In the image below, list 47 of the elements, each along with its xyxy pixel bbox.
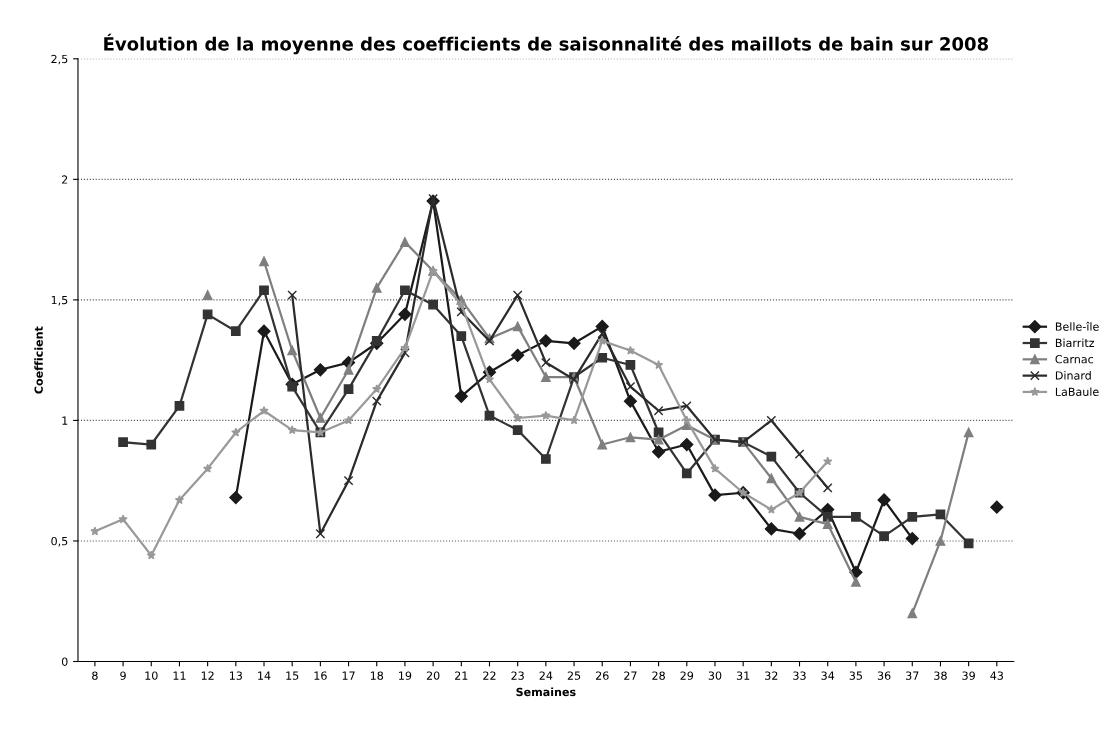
chart-title: Évolution de la moyenne des coefficients de saisonnalité des maillots de bain sur 2008 [104, 33, 989, 55]
x-axis-title: Semaines [516, 687, 576, 697]
x-tick-label: 9 [120, 671, 126, 680]
y-tick-label: 2 [62, 175, 68, 184]
x-tick-label: 12 [201, 671, 214, 680]
x-tick-label: 31 [736, 671, 750, 680]
x-tick-label: 39 [962, 671, 975, 680]
x-tick-label: 19 [399, 671, 412, 680]
x-tick-label: 23 [511, 671, 524, 680]
y-tick-label: 1,5 [51, 296, 68, 306]
legend-label: Belle-île [1055, 321, 1099, 331]
x-tick-label: 18 [370, 671, 384, 680]
y-tick-label: 2,5 [51, 54, 68, 65]
x-tick-label: 34 [821, 671, 835, 680]
x-tick-label: 29 [680, 671, 694, 680]
x-tick-label: 33 [793, 671, 806, 680]
x-tick-label: 8 [92, 671, 98, 680]
x-tick-label: 37 [906, 671, 919, 680]
x-tick-label: 28 [652, 671, 665, 680]
x-tick-label: 21 [455, 671, 468, 680]
x-tick-label: 14 [258, 671, 271, 680]
y-tick-label: 0 [61, 657, 68, 666]
x-tick-label: 43 [990, 671, 1004, 680]
x-tick-label: 26 [595, 671, 609, 680]
x-tick-label: 16 [314, 671, 327, 680]
legend-label: Carnac [1055, 354, 1094, 364]
y-axis-title: Coefficient [34, 326, 43, 394]
legend-label: Biarritz [1055, 338, 1095, 348]
x-tick-label: 17 [342, 671, 355, 680]
x-tick-label: 25 [567, 671, 581, 680]
x-tick-label: 35 [849, 671, 862, 680]
x-tick-label: 24 [539, 671, 553, 680]
x-tick-label: 30 [708, 671, 722, 680]
x-tick-label: 22 [483, 671, 496, 680]
y-tick-label: 0,5 [51, 536, 68, 547]
x-tick-label: 10 [145, 671, 158, 680]
y-tick-label: 1 [62, 416, 68, 425]
x-tick-label: 36 [877, 671, 891, 680]
legend-label: LaBaule [1055, 387, 1099, 396]
x-tick-label: 27 [624, 671, 637, 680]
x-tick-label: 20 [426, 671, 440, 680]
x-tick-label: 38 [934, 671, 947, 680]
x-tick-label: 13 [229, 671, 242, 680]
x-tick-label: 32 [765, 671, 778, 680]
legend-label: Dinard [1055, 371, 1091, 380]
x-tick-label: 15 [286, 671, 299, 680]
x-tick-label: 11 [173, 671, 186, 680]
